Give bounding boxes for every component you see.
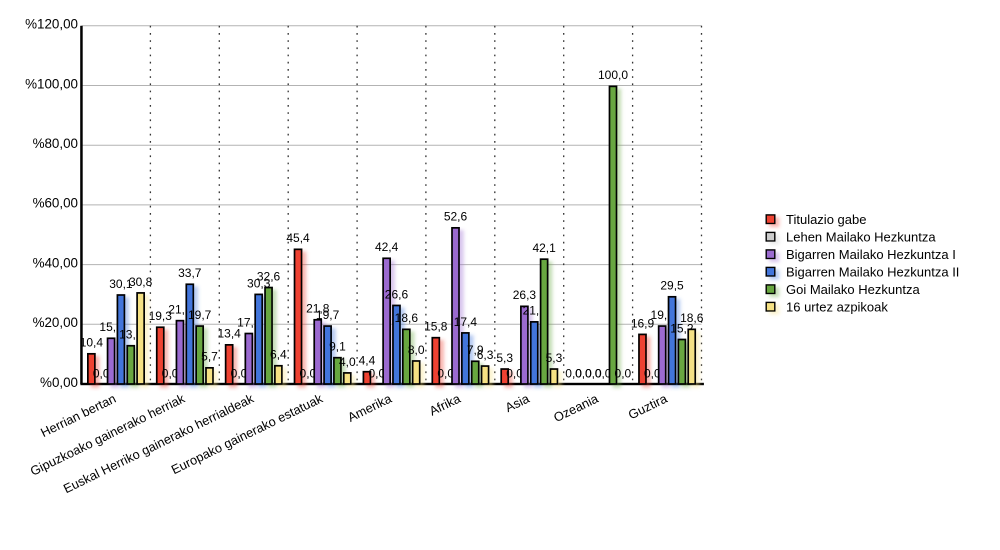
svg-text:0,0: 0,0 [162, 367, 179, 381]
svg-text:13,4: 13,4 [217, 327, 241, 341]
svg-text:0,0: 0,0 [231, 367, 248, 381]
svg-text:18,6: 18,6 [395, 311, 419, 325]
svg-text:%60,00: %60,00 [33, 196, 78, 211]
svg-text:4,0: 4,0 [339, 355, 356, 369]
svg-text:0,0: 0,0 [615, 367, 632, 381]
svg-text:29,5: 29,5 [660, 279, 684, 293]
svg-text:0,0: 0,0 [506, 367, 523, 381]
svg-text:15,8: 15,8 [424, 320, 448, 334]
svg-text:7,9: 7,9 [467, 343, 484, 357]
svg-text:%20,00: %20,00 [33, 315, 78, 330]
svg-text:32,6: 32,6 [257, 269, 281, 283]
svg-text:Lehen Mailako Hezkuntza: Lehen Mailako Hezkuntza [786, 229, 936, 244]
svg-text:5,3: 5,3 [496, 351, 513, 365]
svg-text:0,0: 0,0 [300, 367, 317, 381]
svg-text:0,0: 0,0 [93, 367, 110, 381]
svg-text:19,7: 19,7 [188, 308, 212, 322]
svg-text:%100,00: %100,00 [25, 76, 78, 91]
svg-text:Titulazio gabe: Titulazio gabe [786, 212, 866, 227]
svg-text:30,1: 30,1 [109, 277, 133, 291]
svg-text:5,3: 5,3 [546, 351, 563, 365]
svg-text:19,7: 19,7 [316, 308, 340, 322]
svg-text:0,0: 0,0 [437, 367, 454, 381]
svg-text:42,1: 42,1 [532, 241, 556, 255]
svg-text:52,6: 52,6 [444, 210, 468, 224]
svg-text:19,3: 19,3 [149, 309, 173, 323]
svg-text:33,7: 33,7 [178, 266, 202, 280]
svg-text:0,0: 0,0 [644, 367, 661, 381]
svg-text:0,0: 0,0 [368, 367, 385, 381]
svg-text:10,4: 10,4 [80, 336, 104, 350]
svg-text:18,6: 18,6 [680, 311, 704, 325]
svg-text:4,4: 4,4 [359, 354, 376, 368]
svg-text:45,4: 45,4 [286, 231, 310, 245]
svg-text:0,0: 0,0 [595, 367, 612, 381]
svg-text:9,1: 9,1 [329, 340, 346, 354]
svg-text:Bigarren Mailako Hezkuntza II: Bigarren Mailako Hezkuntza II [786, 264, 959, 279]
svg-text:%0,00: %0,00 [40, 375, 78, 390]
svg-text:26,3: 26,3 [513, 288, 537, 302]
svg-text:Goi Mailako Hezkuntza: Goi Mailako Hezkuntza [786, 282, 920, 297]
svg-text:Bigarren Mailako Hezkuntza I: Bigarren Mailako Hezkuntza I [786, 247, 956, 262]
svg-text:%80,00: %80,00 [33, 136, 78, 151]
svg-text:21,8: 21,8 [306, 302, 330, 316]
svg-text:6,3: 6,3 [477, 348, 494, 362]
svg-text:%120,00: %120,00 [25, 17, 78, 32]
svg-text:%40,00: %40,00 [33, 255, 78, 270]
svg-text:26,6: 26,6 [385, 287, 409, 301]
svg-text:5,7: 5,7 [201, 350, 218, 364]
svg-text:100,0: 100,0 [598, 68, 628, 82]
svg-text:8,0: 8,0 [408, 343, 425, 357]
svg-text:0,0: 0,0 [585, 367, 602, 381]
svg-text:17,4: 17,4 [454, 315, 478, 329]
svg-text:0,0: 0,0 [565, 367, 582, 381]
svg-text:30,8: 30,8 [129, 275, 153, 289]
svg-text:16 urtez azpikoak: 16 urtez azpikoak [786, 299, 888, 314]
svg-text:16,9: 16,9 [631, 316, 655, 330]
svg-text:0,0: 0,0 [575, 367, 592, 381]
svg-text:6,4: 6,4 [270, 348, 287, 362]
svg-text:42,4: 42,4 [375, 240, 399, 254]
